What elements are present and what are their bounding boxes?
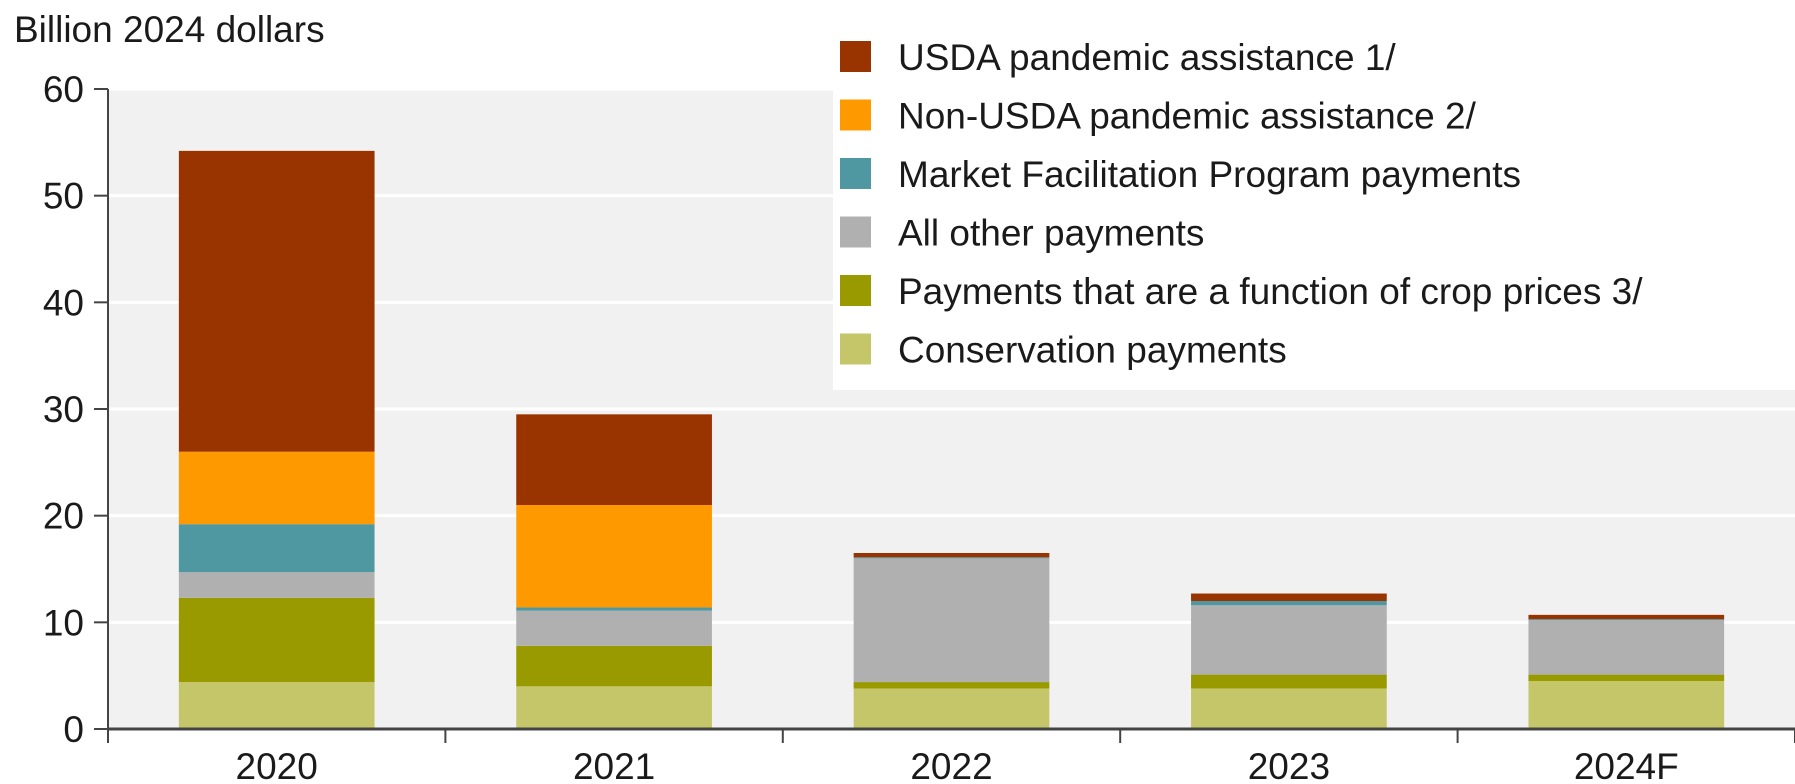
x-tick-labels: 2020 2021 2022 2023 2024F bbox=[236, 746, 1679, 784]
bar-segment bbox=[853, 557, 1050, 559]
y-tick-label: 60 bbox=[43, 69, 84, 110]
y-tick-label: 20 bbox=[43, 496, 84, 537]
x-tick-label: 2020 bbox=[236, 746, 318, 784]
legend-label: Conservation payments bbox=[898, 330, 1287, 371]
bar-segment bbox=[1191, 593, 1387, 601]
legend-label: Payments that are a function of crop pri… bbox=[898, 271, 1643, 312]
y-tick-labels: 0 10 20 30 40 50 60 bbox=[43, 69, 84, 750]
bar-segment bbox=[516, 414, 712, 505]
bar-segment bbox=[853, 688, 1050, 729]
bar-segment bbox=[1528, 681, 1725, 729]
legend-label: USDA pandemic assistance 1/ bbox=[898, 37, 1396, 78]
legend-label: All other payments bbox=[898, 213, 1204, 254]
axes bbox=[94, 88, 1795, 743]
legend-label: Market Facilitation Program payments bbox=[898, 154, 1521, 195]
bar-segment bbox=[1528, 620, 1725, 675]
bar-segment bbox=[178, 682, 375, 729]
bar-segment bbox=[178, 150, 375, 452]
bar-segment bbox=[853, 682, 1050, 689]
legend-swatch bbox=[840, 99, 871, 131]
y-axis-label: Billion 2024 dollars bbox=[14, 9, 325, 50]
y-tick-label: 40 bbox=[43, 282, 84, 323]
bar-segment bbox=[516, 505, 712, 608]
bar-segment bbox=[516, 610, 712, 646]
x-tick-label: 2022 bbox=[910, 746, 992, 784]
bar-segment bbox=[516, 686, 712, 729]
y-tick-label: 30 bbox=[43, 389, 84, 430]
legend-swatch bbox=[840, 41, 871, 72]
bar-segment bbox=[516, 645, 712, 687]
bar-segment bbox=[178, 524, 375, 573]
bar-segment bbox=[516, 607, 712, 611]
bar-segment bbox=[178, 451, 375, 525]
bar-segment bbox=[1528, 674, 1725, 681]
legend-swatch bbox=[840, 275, 871, 306]
bar-segment bbox=[853, 558, 1050, 683]
legend-label: Non-USDA pandemic assistance 2/ bbox=[898, 96, 1477, 137]
x-tick-label: 2024F bbox=[1574, 746, 1679, 784]
legend-swatch bbox=[840, 158, 871, 189]
y-tick-label: 0 bbox=[63, 709, 84, 750]
bar-segment bbox=[1191, 688, 1387, 729]
legend-background bbox=[833, 28, 1795, 390]
bar-segment bbox=[853, 553, 1050, 558]
legend-swatch bbox=[840, 333, 871, 365]
bars bbox=[178, 150, 1725, 729]
bar-segment bbox=[1191, 605, 1387, 675]
bar-segment bbox=[178, 572, 375, 598]
legend-swatch bbox=[840, 216, 871, 248]
x-tick-label: 2021 bbox=[573, 746, 655, 784]
legend: USDA pandemic assistance 1/Non-USDA pand… bbox=[833, 28, 1795, 390]
bar-segment bbox=[178, 597, 375, 683]
y-tick-label: 10 bbox=[43, 602, 84, 643]
bar-segment bbox=[1191, 674, 1387, 689]
bar-segment bbox=[1528, 614, 1725, 620]
x-tick-label: 2023 bbox=[1248, 746, 1330, 784]
bar-segment bbox=[1191, 601, 1387, 606]
bar-segment bbox=[1528, 619, 1725, 621]
y-tick-label: 50 bbox=[43, 176, 84, 217]
